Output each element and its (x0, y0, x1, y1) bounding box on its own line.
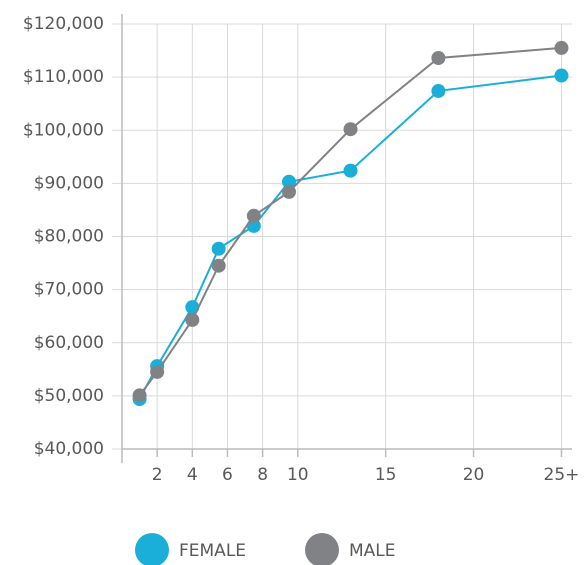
x-tick-label: 25+ (544, 465, 580, 485)
y-tick-label: $120,000 (23, 14, 104, 34)
data-point (211, 258, 226, 273)
data-point (281, 184, 296, 199)
y-tick-label: $40,000 (34, 439, 104, 459)
data-point (246, 208, 261, 223)
data-point (281, 174, 296, 189)
data-point (343, 163, 358, 178)
data-point (343, 122, 358, 137)
x-tick-label: 8 (257, 465, 268, 485)
x-tick-label: 20 (463, 465, 485, 485)
x-tick-label: 4 (187, 465, 198, 485)
data-point (211, 241, 226, 256)
legend-swatch (135, 533, 169, 565)
legend-label: MALE (349, 541, 396, 561)
y-tick-label: $90,000 (34, 173, 104, 193)
data-point (150, 364, 165, 379)
data-point (431, 51, 446, 65)
x-tick-label: 15 (375, 465, 397, 485)
y-tick-label: $100,000 (23, 120, 104, 140)
data-point (185, 312, 200, 327)
y-tick-label: $70,000 (34, 280, 104, 300)
data-point (554, 40, 569, 55)
x-tick-label: 10 (287, 465, 309, 485)
y-tick-label: $110,000 (23, 67, 104, 87)
y-tick-label: $60,000 (34, 333, 104, 353)
data-point (132, 388, 147, 403)
y-tick-label: $50,000 (34, 386, 104, 406)
x-tick-label: 6 (222, 465, 233, 485)
data-point (554, 68, 569, 83)
data-point (431, 83, 446, 98)
legend-swatch (305, 533, 339, 565)
y-tick-label: $80,000 (34, 227, 104, 247)
legend-label: FEMALE (179, 541, 246, 561)
x-tick-label: 2 (152, 465, 163, 485)
